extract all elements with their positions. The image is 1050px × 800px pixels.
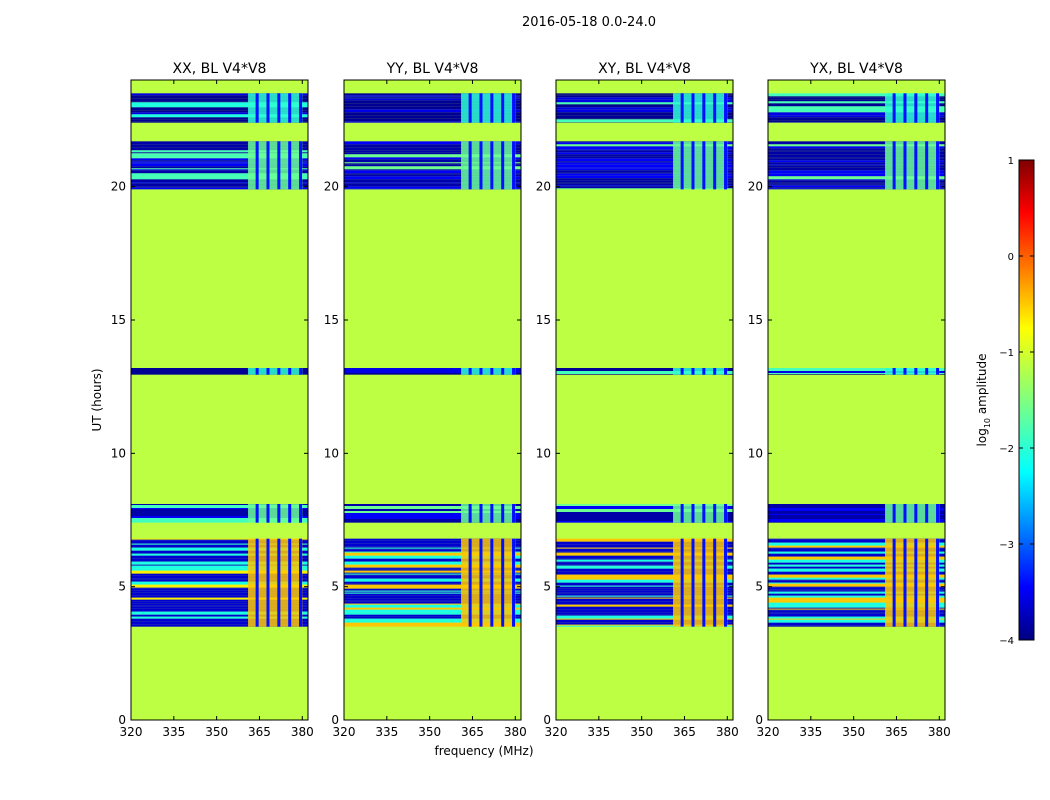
panel-xx-xtick-label: 335 (162, 725, 185, 739)
panel-yy-frame (343, 79, 522, 721)
colorbar-ticks: 1 0 −1 −2 −3 −4 (999, 156, 1034, 647)
panel-xy-xtick-label: 320 (545, 725, 568, 739)
colorbar-tick-label: 0 (1008, 252, 1014, 263)
panel-yx-block-2 (768, 368, 945, 375)
panel-xy-block-2 (556, 368, 733, 375)
panel-xy-ytick-label: 20 (536, 180, 551, 194)
panel-xy-block-4 (556, 93, 733, 123)
panel-yx-xtick-label: 365 (885, 725, 908, 739)
panel-yx-ytick-label: 15 (748, 313, 763, 327)
panel-xy-block-0 (556, 538, 733, 627)
panel-xy-xtick-label: 335 (587, 725, 610, 739)
panel-yx-xtick-label: 335 (799, 725, 822, 739)
panel-yx-block-1 (768, 504, 945, 523)
panel-xx-block-2 (131, 368, 308, 375)
panel-yx-block-0 (768, 538, 945, 627)
panel-xx-xtick-label: 320 (120, 725, 143, 739)
panel-xx-ytick-label: 10 (111, 446, 126, 460)
panel-xy-ytick-label: 15 (536, 313, 551, 327)
panel-xx-block-0 (131, 538, 308, 627)
panel-xx-xtick-label: 380 (291, 725, 314, 739)
panel-xy-block-3 (556, 141, 733, 190)
panel-yx-ytick-label: 20 (748, 180, 763, 194)
panel-xy-xtick-label: 380 (716, 725, 739, 739)
colorbar-tick-label: −3 (999, 540, 1014, 551)
panel-xx-xtick-label: 350 (205, 725, 228, 739)
panel-xy-title: XY, BL V4*V8 (598, 61, 691, 77)
panel-yy-block-4 (344, 93, 521, 123)
panel-yx-ytick-label: 0 (755, 713, 763, 727)
panel-yy-xtick-label: 335 (375, 725, 398, 739)
colorbar-tick-label: −2 (999, 444, 1014, 455)
panel-yy-xtick-label: 350 (418, 725, 441, 739)
panel-xx-ytick-label: 20 (111, 180, 126, 194)
panel-yy-ytick-label: 0 (331, 713, 339, 727)
colorbar-label-rest: amplitude (975, 354, 989, 418)
panel-yx-xtick-label: 350 (842, 725, 865, 739)
colorbar-gradient (1018, 159, 1035, 641)
panel-xy-ytick-label: 10 (536, 446, 551, 460)
panel-xx-block-3 (131, 141, 308, 190)
colorbar-label-sub: 10 (983, 418, 992, 428)
panel-yy-ytick-label: 10 (324, 446, 339, 460)
colorbar: 10−1−2−3−4 log10 amplitude (975, 156, 1035, 647)
panel-xy: XY, BL V4*V8 320 335 350 365 380 0 5 10 15 20 (536, 61, 739, 739)
panel-xx: XX, BL V4*V8 320 335 350 365 380 0 5 10 15 20 (111, 61, 314, 739)
figure-title: 2016-05-18 0.0-24.0 (522, 15, 656, 30)
panel-yy-xtick-label: 380 (504, 725, 527, 739)
panel-xx-xtick-label: 365 (248, 725, 271, 739)
panel-yy-ytick-label: 15 (324, 313, 339, 327)
x-axis-label: frequency (MHz) (434, 744, 533, 758)
panel-xy-xtick-label: 350 (630, 725, 653, 739)
panel-xx-block-4 (131, 93, 308, 123)
panel-yx-title: YX, BL V4*V8 (809, 61, 903, 77)
panel-yy-xtick-label: 365 (461, 725, 484, 739)
panel-yx-frame (767, 79, 946, 721)
panel-yx-block-3 (768, 141, 945, 190)
panel-yx: YX, BL V4*V8 320 335 350 365 380 0 5 10 15 20 (748, 61, 951, 739)
y-axis-label: UT (hours) (90, 368, 104, 431)
panel-xy-frame (555, 79, 734, 721)
panel-yx-xtick-label: 380 (928, 725, 951, 739)
panel-xx-ytick-label: 15 (111, 313, 126, 327)
panel-yx-ytick-label: 10 (748, 446, 763, 460)
panel-yx-block-4 (768, 93, 945, 123)
panel-xx-ytick-label: 0 (118, 713, 126, 727)
panel-xy-xtick-label: 365 (673, 725, 696, 739)
panel-yx-xtick-label: 320 (757, 725, 780, 739)
panel-yy-block-1 (344, 504, 521, 523)
colorbar-label-main: log (975, 428, 989, 446)
panel-yy-xtick-label: 320 (333, 725, 356, 739)
panel-xx-block-1 (131, 504, 308, 523)
panel-xx-title: XX, BL V4*V8 (173, 61, 267, 77)
panel-yy: YY, BL V4*V8 320 335 350 365 380 0 5 10 15 20 (324, 61, 527, 739)
colorbar-tick-label: −4 (999, 636, 1014, 647)
colorbar-label: log10 amplitude (975, 354, 992, 447)
panel-yy-ytick-label: 5 (331, 580, 339, 594)
panel-yy-ytick-label: 20 (324, 180, 339, 194)
panel-yy-block-0 (344, 538, 521, 627)
panel-yx-ytick-label: 5 (755, 580, 763, 594)
panel-xy-block-1 (556, 504, 733, 523)
colorbar-tick-label: 1 (1008, 156, 1014, 167)
panel-yy-block-3 (344, 141, 521, 190)
panel-xx-ytick-label: 5 (118, 580, 126, 594)
panel-xy-ytick-label: 0 (543, 713, 551, 727)
panel-yy-title: YY, BL V4*V8 (386, 61, 479, 77)
panel-xy-ytick-label: 5 (543, 580, 551, 594)
colorbar-tick-label: −1 (999, 348, 1014, 359)
panel-xx-frame (130, 79, 309, 721)
panel-yy-block-2 (344, 368, 521, 375)
